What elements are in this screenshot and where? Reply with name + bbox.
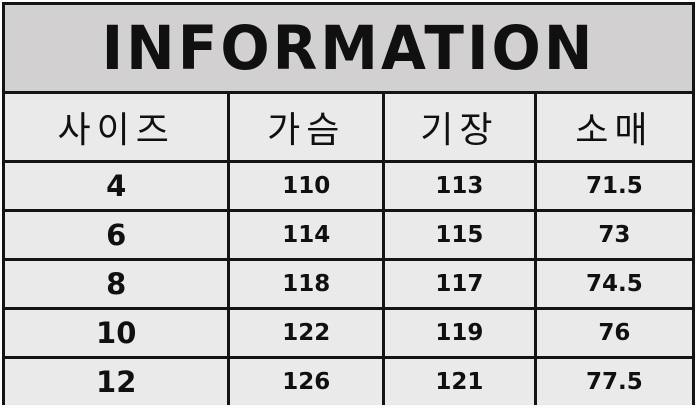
col-header-size: 사이즈: [5, 94, 231, 163]
chart-title: INFORMATION: [101, 12, 596, 84]
table-row: 4 110 113 71.5: [5, 160, 692, 212]
table-row: 12 126 121 77.5: [5, 356, 692, 405]
cell-chest: 118: [227, 258, 386, 310]
cell-length: 121: [382, 356, 537, 405]
size-table: 사이즈 가슴 기장 소매 4 110 113 71.5 6 114 115 73…: [5, 94, 692, 405]
cell-chest: 126: [227, 356, 386, 405]
col-header-chest: 가슴: [227, 94, 386, 163]
cell-size: 12: [5, 356, 231, 405]
cell-sleeve: 76: [533, 307, 692, 359]
cell-sleeve: 74.5: [533, 258, 692, 310]
cell-chest: 122: [227, 307, 386, 359]
cell-chest: 114: [227, 209, 386, 261]
col-header-length: 기장: [382, 94, 537, 163]
col-header-sleeve: 소매: [533, 94, 692, 163]
chart-title-band: INFORMATION: [5, 5, 692, 94]
cell-sleeve: 77.5: [533, 356, 692, 405]
cell-sleeve: 73: [533, 209, 692, 261]
cell-length: 115: [382, 209, 537, 261]
table-header-row: 사이즈 가슴 기장 소매: [5, 94, 692, 163]
size-chart: INFORMATION 사이즈 가슴 기장 소매 4 110 113 71.5: [2, 2, 695, 405]
cell-length: 119: [382, 307, 537, 359]
cell-size: 6: [5, 209, 231, 261]
cell-length: 113: [382, 160, 537, 212]
cell-sleeve: 71.5: [533, 160, 692, 212]
table-row: 10 122 119 76: [5, 307, 692, 359]
cell-size: 8: [5, 258, 231, 310]
table-row: 8 118 117 74.5: [5, 258, 692, 310]
table-row: 6 114 115 73: [5, 209, 692, 261]
cell-size: 4: [5, 160, 231, 212]
cell-size: 10: [5, 307, 231, 359]
cell-length: 117: [382, 258, 537, 310]
cell-chest: 110: [227, 160, 386, 212]
